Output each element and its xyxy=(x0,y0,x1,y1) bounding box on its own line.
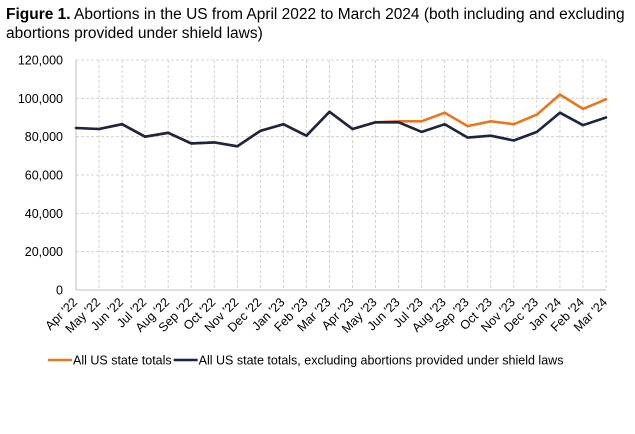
chart-title: Figure 1. Abortions in the US from April… xyxy=(6,5,626,43)
y-tick-label: 20,000 xyxy=(25,245,63,259)
y-tick-label: 0 xyxy=(56,284,63,298)
chart-title-text: Abortions in the US from April 2022 to M… xyxy=(6,6,625,42)
chart-title-lead: Figure 1. xyxy=(6,6,71,23)
y-tick-label: 80,000 xyxy=(25,130,63,144)
y-tick-label: 40,000 xyxy=(25,207,63,221)
series-lines xyxy=(74,93,608,148)
y-tick-label: 120,000 xyxy=(18,54,63,68)
gridlines xyxy=(75,59,607,290)
y-tick-label: 100,000 xyxy=(18,92,63,106)
y-axis: 0 20,000 40,000 60,000 80,000 100,000 120,000 xyxy=(18,54,77,298)
series-line-2 xyxy=(74,110,608,148)
legend-label-2: All US state totals, excluding abortions… xyxy=(199,354,564,368)
y-tick-label: 60,000 xyxy=(25,169,63,183)
legend: All US state totals All US state totals, … xyxy=(48,354,563,368)
legend-label-1: All US state totals xyxy=(73,354,172,368)
